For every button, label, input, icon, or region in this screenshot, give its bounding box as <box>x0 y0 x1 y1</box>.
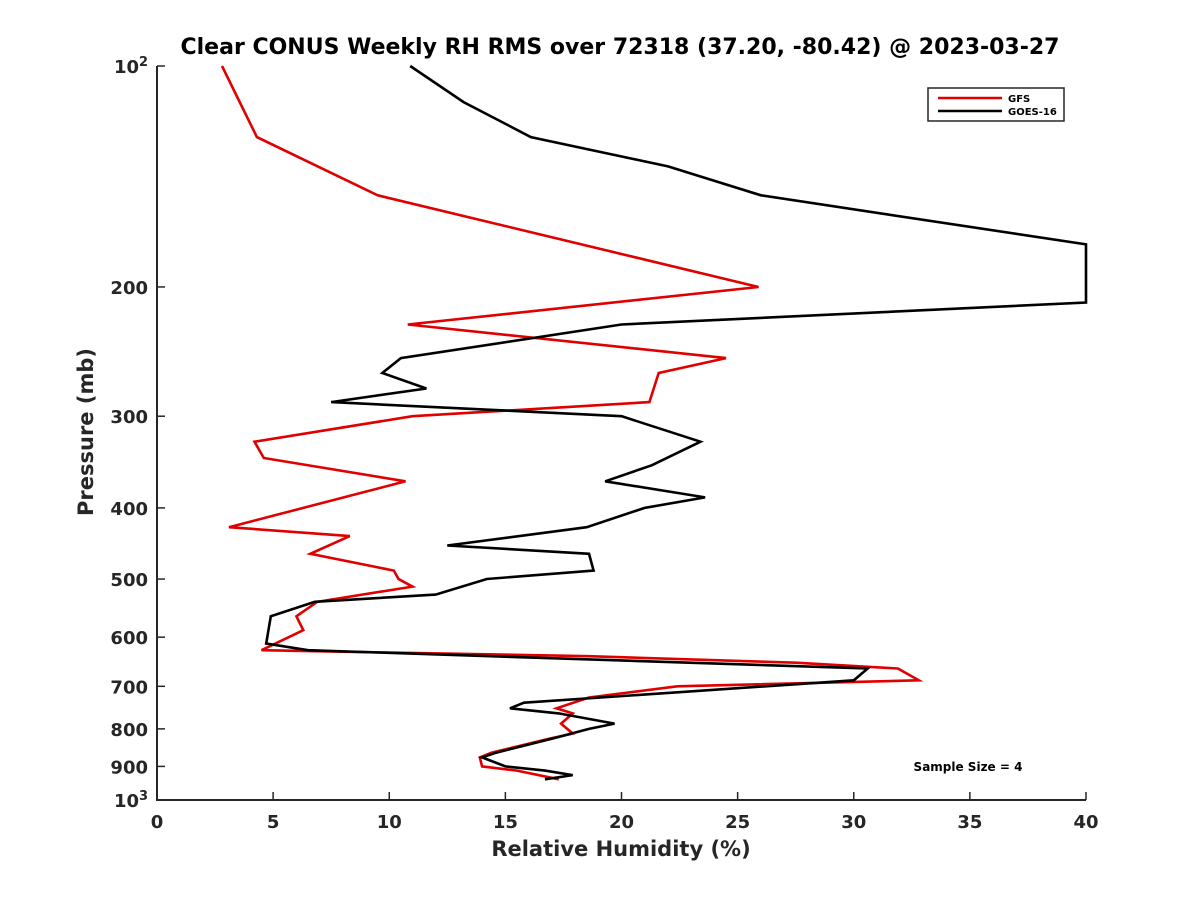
x-tick-label: 5 <box>267 812 280 833</box>
legend-label: GFS <box>1008 94 1030 105</box>
x-axis-label: Relative Humidity (%) <box>491 837 750 861</box>
y-tick-label: 500 <box>110 570 148 591</box>
y-tick-label: 200 <box>110 278 148 299</box>
legend: GFS GOES-16 <box>927 87 1065 122</box>
y-axis-label: Pressure (mb) <box>74 348 98 516</box>
chart-title: Clear CONUS Weekly RH RMS over 72318 (37… <box>181 35 1060 60</box>
legend-box <box>927 87 1065 122</box>
x-tick-label: 20 <box>609 812 634 833</box>
y-tick-exponent: 2 <box>139 55 148 70</box>
x-tick-label: 40 <box>1073 812 1098 833</box>
y-tick-label: 600 <box>110 628 148 649</box>
x-tick-label: 0 <box>151 812 164 833</box>
x-axis-ticks: 0 5 10 15 20 25 30 35 40 <box>151 792 1099 833</box>
x-tick-label: 30 <box>841 812 866 833</box>
y-tick-label: 400 <box>110 499 148 520</box>
y-tick-label: 300 <box>110 407 148 428</box>
x-tick-label: 25 <box>725 812 750 833</box>
x-tick-label: 35 <box>957 812 982 833</box>
y-tick-label: 900 <box>110 757 148 778</box>
plot-area: 0 5 10 15 20 25 30 35 40 21020030040050060070080… <box>110 55 1098 833</box>
x-tick-label: 10 <box>377 812 402 833</box>
y-tick-exponent: 3 <box>139 789 148 804</box>
series-layer <box>220 64 1088 781</box>
y-tick-base: 10 <box>114 791 139 812</box>
y-tick-label: 700 <box>110 677 148 698</box>
y-tick-base: 10 <box>114 57 139 78</box>
series-line-gfs <box>220 65 924 781</box>
series-line-goes-16 <box>264 64 1088 781</box>
legend-label: GOES-16 <box>1008 107 1057 118</box>
y-tick-label: 800 <box>110 720 148 741</box>
legend-entries: GFS GOES-16 <box>938 94 1057 118</box>
sample-size-annotation: Sample Size = 4 <box>914 760 1023 774</box>
x-tick-label: 15 <box>493 812 518 833</box>
axes-frame <box>156 66 1086 801</box>
